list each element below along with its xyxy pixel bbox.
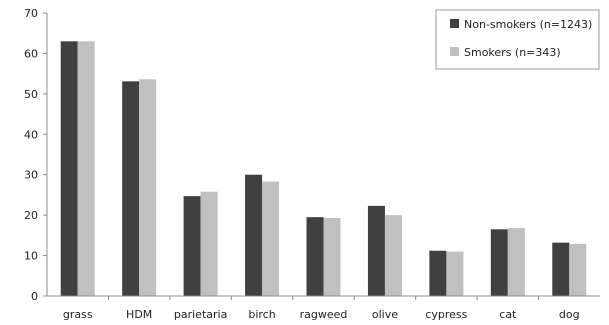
x-tick-label: dog xyxy=(559,308,580,321)
y-tick-label: 30 xyxy=(24,169,38,182)
y-tick-label: 0 xyxy=(31,290,38,303)
x-axis-ticks: grass HDM parietaria birch ragweed olive cypre… xyxy=(63,296,580,321)
x-tick-label: olive xyxy=(372,308,398,321)
y-tick-label: 40 xyxy=(24,128,38,141)
bar-smokers-grass xyxy=(77,41,95,296)
x-tick-label: grass xyxy=(63,308,93,321)
legend-swatch-smokers xyxy=(450,47,459,56)
bar-smokers-cat xyxy=(507,228,525,296)
bar-smokers-cypress xyxy=(446,251,464,296)
x-tick-label: HDM xyxy=(126,308,152,321)
bar-non-smokers-cypress xyxy=(429,250,447,296)
bar-non-smokers-cat xyxy=(490,229,508,296)
bar-non-smokers-hdm xyxy=(122,81,140,297)
x-tick-label: ragweed xyxy=(300,308,348,321)
legend-label-smokers: Smokers (n=343) xyxy=(464,46,561,59)
y-tick-label: 20 xyxy=(24,209,38,222)
legend-label-non-smokers: Non-smokers (n=1243) xyxy=(464,18,592,31)
x-tick-label: cypress xyxy=(425,308,467,321)
y-axis-ticks: 0 10 20 30 40 50 60 70 xyxy=(24,7,47,303)
bar-smokers-olive xyxy=(384,215,402,296)
bar-non-smokers-dog xyxy=(552,242,570,296)
bar-non-smokers-birch xyxy=(245,174,263,296)
bar-smokers-parietaria xyxy=(200,191,218,296)
x-tick-label: cat xyxy=(499,308,517,321)
bar-smokers-ragweed xyxy=(323,217,341,296)
y-tick-label: 10 xyxy=(24,250,38,263)
y-tick-label: 70 xyxy=(24,7,38,20)
legend-box xyxy=(435,9,600,70)
bar-non-smokers-ragweed xyxy=(306,217,324,296)
x-tick-label: birch xyxy=(248,308,275,321)
bar-smokers-birch xyxy=(262,181,280,296)
bars xyxy=(60,41,587,297)
x-tick-label: parietaria xyxy=(174,308,227,321)
y-tick-label: 60 xyxy=(24,47,38,60)
bar-non-smokers-parietaria xyxy=(183,196,201,296)
bar-smokers-dog xyxy=(569,243,587,296)
legend: Non-smokers (n=1243) Smokers (n=343) xyxy=(435,9,600,70)
bar-smokers-hdm xyxy=(139,79,157,296)
bar-non-smokers-olive xyxy=(367,205,385,296)
bar-non-smokers-grass xyxy=(60,41,78,296)
y-tick-label: 50 xyxy=(24,88,38,101)
legend-swatch-non-smokers xyxy=(450,19,459,28)
